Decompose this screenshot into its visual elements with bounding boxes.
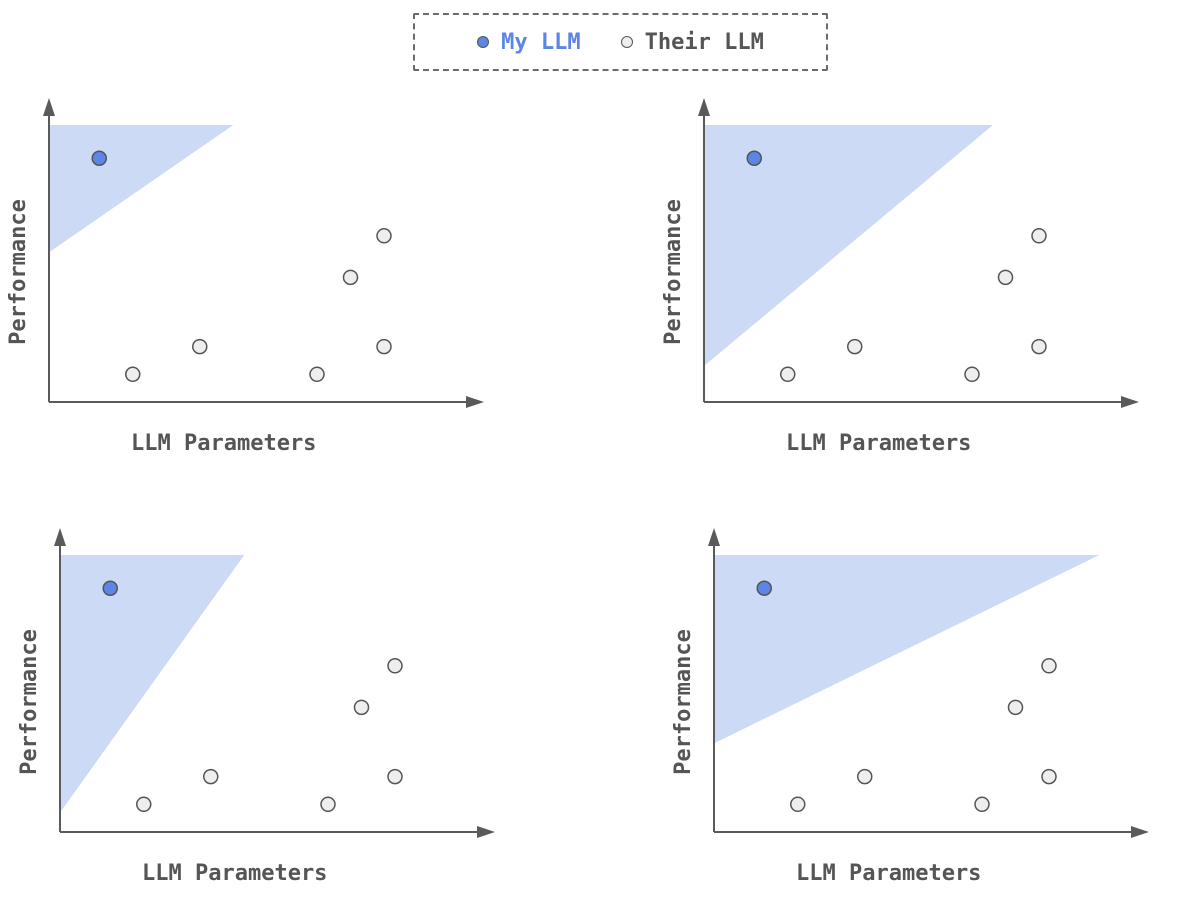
point-my-llm bbox=[102, 580, 118, 596]
y-axis-label: Performance bbox=[17, 629, 42, 775]
point-their-llm-5 bbox=[320, 796, 336, 813]
x-axis-label: LLM Parameters bbox=[142, 861, 327, 886]
legend-label-my-llm: My LLM bbox=[501, 29, 581, 55]
shaded-region bbox=[60, 555, 245, 813]
legend-entry-my-llm: My LLM bbox=[477, 29, 581, 55]
point-my-llm bbox=[91, 150, 107, 166]
legend-label-their-llm: Their LLM bbox=[644, 29, 764, 55]
x-axis-arrow bbox=[466, 396, 484, 408]
legend-marker-their-llm bbox=[620, 36, 633, 48]
y-axis-arrow bbox=[698, 98, 710, 116]
chart-panel-1: LLM Parameters Performance bbox=[6, 98, 484, 456]
point-my-llm bbox=[756, 580, 772, 596]
point-their-llm-5 bbox=[964, 366, 980, 383]
legend-marker-my-llm bbox=[477, 36, 490, 48]
point-their-llm-3 bbox=[1007, 699, 1024, 716]
y-axis-label: Performance bbox=[671, 629, 696, 775]
chart-panel-2: LLM Parameters Performance bbox=[661, 98, 1139, 456]
point-their-llm-1 bbox=[780, 366, 796, 383]
point-their-llm-6 bbox=[1031, 338, 1047, 355]
point-their-llm-3 bbox=[997, 269, 1014, 286]
y-axis-arrow bbox=[708, 528, 720, 546]
y-axis-arrow bbox=[43, 98, 55, 116]
x-axis-arrow bbox=[1121, 396, 1139, 408]
x-axis-label: LLM Parameters bbox=[786, 431, 971, 456]
point-their-llm-6 bbox=[1041, 768, 1057, 785]
point-their-llm-3 bbox=[342, 269, 359, 286]
point-their-llm-2 bbox=[857, 768, 873, 785]
point-their-llm-2 bbox=[847, 338, 863, 355]
point-their-llm-2 bbox=[203, 768, 219, 785]
point-their-llm-1 bbox=[136, 796, 152, 813]
point-their-llm-4 bbox=[376, 228, 392, 244]
x-axis-label: LLM Parameters bbox=[131, 431, 316, 456]
point-my-llm bbox=[746, 150, 762, 166]
shaded-region bbox=[704, 125, 993, 366]
point-their-llm-4 bbox=[1031, 228, 1047, 244]
chart-panel-4: LLM Parameters Performance bbox=[671, 528, 1149, 886]
x-axis-arrow bbox=[1131, 826, 1149, 838]
shaded-region bbox=[49, 125, 234, 253]
point-their-llm-1 bbox=[790, 796, 806, 813]
legend: My LLM Their LLM bbox=[413, 13, 828, 71]
point-their-llm-4 bbox=[387, 658, 403, 674]
legend-entry-their-llm: Their LLM bbox=[620, 29, 764, 55]
y-axis-arrow bbox=[54, 528, 66, 546]
point-their-llm-5 bbox=[974, 796, 990, 813]
chart-panel-3: LLM Parameters Performance bbox=[17, 528, 495, 886]
y-axis-label: Performance bbox=[6, 199, 31, 345]
point-their-llm-6 bbox=[376, 338, 392, 355]
point-their-llm-6 bbox=[387, 768, 403, 785]
point-their-llm-5 bbox=[309, 366, 325, 383]
point-their-llm-2 bbox=[192, 338, 208, 355]
point-their-llm-1 bbox=[125, 366, 141, 383]
x-axis-label: LLM Parameters bbox=[796, 861, 981, 886]
y-axis-label: Performance bbox=[661, 199, 686, 345]
point-their-llm-4 bbox=[1041, 658, 1057, 674]
shaded-region bbox=[714, 555, 1100, 744]
point-their-llm-3 bbox=[353, 699, 370, 716]
x-axis-arrow bbox=[477, 826, 495, 838]
